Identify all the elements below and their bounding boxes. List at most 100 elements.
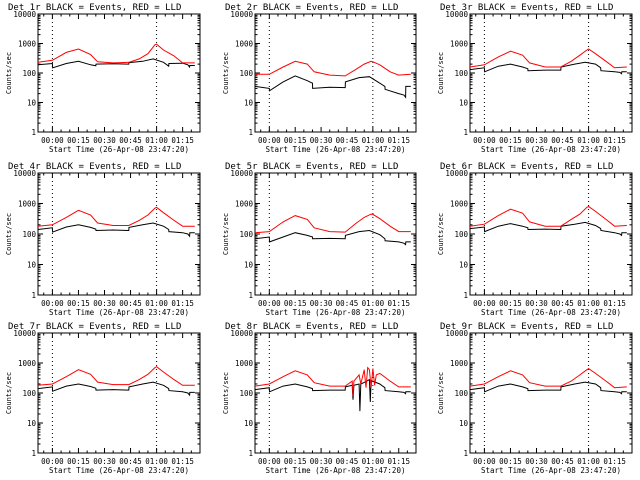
y-axis-label: Counts/sec (5, 213, 13, 255)
lld-series-line (254, 366, 411, 396)
detector-panel-7: Det 7r BLACK = Events, RED = LLD 1 10 100 10… (5, 322, 201, 475)
detector-panel-2: Det 2r BLACK = Events, RED = LLD 1 10 100 10… (222, 3, 417, 154)
x-tick-label: 00:45 (336, 136, 359, 145)
y-tick-label: 10000 (230, 169, 253, 178)
panel-title: Det 3r BLACK = Events, RED = LLD (440, 3, 613, 13)
x-tick-label: 00:45 (119, 457, 142, 466)
x-tick-label: 01:15 (387, 136, 410, 145)
y-tick-label: 1 (31, 128, 36, 137)
y-tick-label: 10 (27, 99, 37, 108)
x-tick-label: 01:15 (387, 457, 410, 466)
events-series-line (469, 61, 627, 75)
y-tick-label: 10000 (230, 10, 253, 19)
y-axis-label: Counts/sec (437, 213, 445, 255)
plot-frame (469, 13, 633, 133)
x-tick-label: 00:45 (336, 457, 359, 466)
y-axis-label: Counts/sec (222, 372, 230, 414)
detector-panel-3: Det 3r BLACK = Events, RED = LLD 1 10 100 10… (437, 3, 633, 154)
y-tick-label: 10 (244, 261, 254, 270)
x-tick-label: 00:00 (258, 299, 281, 308)
lld-series-line (469, 48, 627, 69)
y-tick-label: 1 (248, 291, 253, 300)
x-tick-label: 01:00 (577, 136, 600, 145)
events-series-line (469, 381, 627, 395)
x-axis-label: Start Time (26-Apr-08 23:47:20) (266, 466, 406, 475)
x-axis-label: Start Time (26-Apr-08 23:47:20) (266, 308, 406, 317)
x-tick-label: 00:15 (499, 299, 522, 308)
x-tick-label: 00:45 (119, 299, 142, 308)
x-tick-label: 00:00 (473, 299, 496, 308)
x-tick-label: 00:30 (93, 136, 116, 145)
x-tick-label: 00:45 (336, 299, 359, 308)
events-series-line (37, 381, 195, 397)
x-axis-label: Start Time (26-Apr-08 23:47:20) (49, 466, 189, 475)
y-tick-label: 10 (244, 99, 254, 108)
x-tick-label: 00:15 (284, 136, 307, 145)
x-tick-label: 01:00 (145, 457, 168, 466)
detector-panel-9: Det 9r BLACK = Events, RED = LLD 1 10 100 10… (437, 322, 633, 475)
y-tick-label: 100 (454, 230, 468, 239)
x-tick-label: 00:15 (67, 136, 90, 145)
x-tick-label: 01:00 (577, 299, 600, 308)
lld-series-line (469, 367, 627, 389)
x-axis-label: Start Time (26-Apr-08 23:47:20) (481, 308, 621, 317)
y-tick-label: 1000 (18, 200, 37, 209)
y-axis-label: Counts/sec (437, 52, 445, 94)
y-axis-label: Counts/sec (222, 52, 230, 94)
x-tick-label: 00:30 (310, 457, 333, 466)
plot-frame (37, 13, 201, 133)
lld-series-line (255, 60, 411, 77)
panel-title: Det 1r BLACK = Events, RED = LLD (8, 3, 181, 13)
x-tick-label: 01:15 (171, 136, 194, 145)
y-tick-label: 1 (463, 291, 468, 300)
events-series-line (254, 75, 411, 99)
x-tick-label: 00:15 (67, 457, 90, 466)
panel-title: Det 5r BLACK = Events, RED = LLD (225, 162, 398, 172)
y-tick-label: 1 (463, 128, 468, 137)
detector-panel-6: Det 6r BLACK = Events, RED = LLD 1 10 100 10… (437, 162, 633, 317)
y-axis-label: Counts/sec (437, 372, 445, 414)
y-tick-label: 1 (248, 128, 253, 137)
y-tick-label: 100 (22, 69, 36, 78)
y-tick-label: 100 (22, 230, 36, 239)
y-tick-label: 10000 (13, 169, 36, 178)
events-series-line (37, 222, 195, 238)
events-series-line (254, 378, 411, 412)
x-tick-label: 01:15 (387, 299, 410, 308)
x-tick-label: 00:15 (499, 136, 522, 145)
x-tick-label: 00:30 (525, 136, 548, 145)
x-axis-label: Start Time (26-Apr-08 23:47:20) (49, 308, 189, 317)
x-tick-label: 01:00 (577, 457, 600, 466)
y-tick-label: 100 (22, 389, 36, 398)
y-tick-label: 100 (239, 230, 253, 239)
x-tick-label: 00:15 (499, 457, 522, 466)
y-tick-label: 1000 (235, 40, 254, 49)
x-tick-label: 00:00 (473, 457, 496, 466)
y-tick-label: 10000 (445, 329, 468, 338)
x-tick-label: 00:30 (93, 299, 116, 308)
x-tick-label: 01:00 (145, 299, 168, 308)
panel-title: Det 7r BLACK = Events, RED = LLD (8, 322, 181, 332)
panel-title: Det 6r BLACK = Events, RED = LLD (440, 162, 613, 172)
x-tick-label: 00:30 (525, 299, 548, 308)
events-series-line (37, 58, 195, 69)
x-axis-label: Start Time (26-Apr-08 23:47:20) (49, 145, 189, 154)
y-tick-label: 100 (239, 389, 253, 398)
x-tick-label: 00:30 (310, 136, 333, 145)
y-tick-label: 100 (239, 69, 253, 78)
x-axis-label: Start Time (26-Apr-08 23:47:20) (266, 145, 406, 154)
x-axis-label: Start Time (26-Apr-08 23:47:20) (481, 466, 621, 475)
y-axis-label: Counts/sec (222, 213, 230, 255)
panel-title: Det 8r BLACK = Events, RED = LLD (225, 322, 398, 332)
x-tick-label: 01:15 (603, 457, 626, 466)
x-tick-label: 00:30 (525, 457, 548, 466)
y-tick-label: 10 (27, 261, 37, 270)
panel-title: Det 9r BLACK = Events, RED = LLD (440, 322, 613, 332)
plot-frame (254, 332, 417, 454)
y-tick-label: 1000 (450, 40, 469, 49)
y-tick-label: 10 (459, 99, 469, 108)
y-tick-label: 10000 (445, 10, 468, 19)
y-tick-label: 1 (248, 449, 253, 458)
y-tick-label: 1000 (450, 200, 469, 209)
x-tick-label: 00:15 (284, 457, 307, 466)
